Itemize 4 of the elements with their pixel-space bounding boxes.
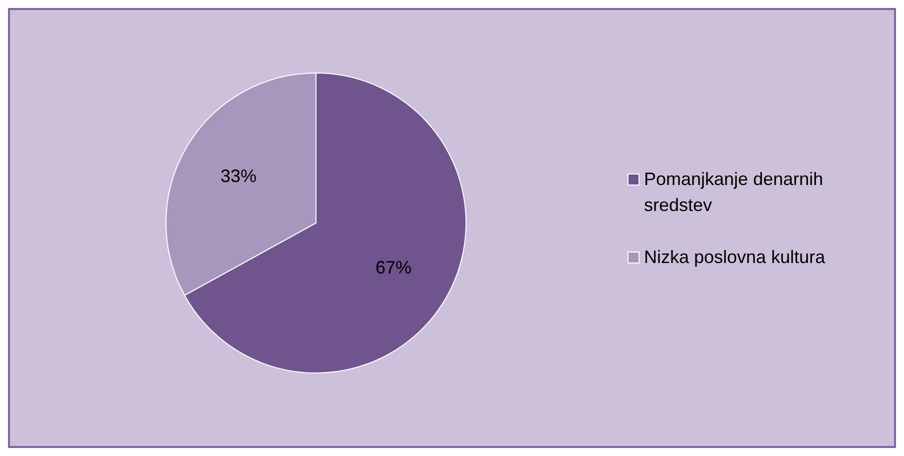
legend-label: Nizka poslovna kultura <box>644 246 826 267</box>
data-label: 33% <box>220 166 257 186</box>
data-label: 67% <box>375 258 412 278</box>
legend-label: Pomanjkanje denarnih sredstev <box>644 168 824 215</box>
